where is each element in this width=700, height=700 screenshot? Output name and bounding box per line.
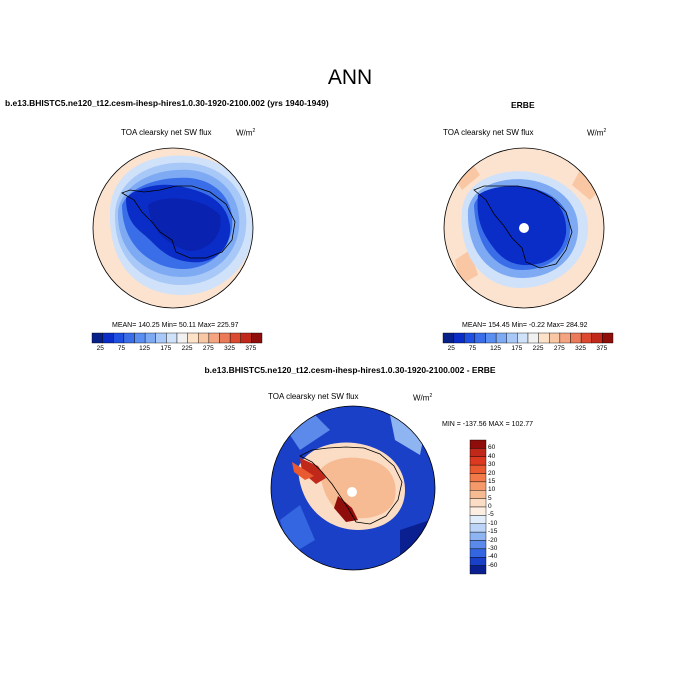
- colorbar-swatch: [453, 332, 465, 344]
- colorbar-tick-label: 325: [224, 345, 235, 352]
- colorbar-swatch: [469, 540, 487, 550]
- colorbar-swatch: [155, 332, 167, 344]
- colorbar-tick-label: -30: [488, 544, 498, 552]
- colorbar-tick-label: -5: [488, 511, 494, 519]
- colorbar-swatch: [469, 490, 487, 499]
- colorbar-swatch: [469, 565, 487, 575]
- diff-variable-label: TOA clearsky net SW flux: [268, 392, 359, 401]
- colorbar-swatch: [113, 332, 125, 344]
- colorbar-tick-label: 375: [245, 345, 257, 352]
- colorbar-swatch: [469, 557, 487, 566]
- colorbar-swatch: [469, 473, 487, 483]
- colorbar-swatch: [506, 332, 518, 344]
- diff-units-label: W/m2: [413, 393, 433, 403]
- colorbar-swatch: [208, 332, 220, 344]
- colorbar-swatch: [469, 448, 487, 457]
- colorbar-tick-label: 325: [575, 345, 586, 352]
- colorbar-tick-label: -10: [488, 519, 498, 527]
- colorbar-tick-label: 40: [488, 452, 496, 460]
- colorbar-tick-label: 125: [139, 345, 150, 352]
- colorbar-tick-label: 275: [553, 345, 565, 352]
- colorbar-tick-label: 275: [202, 345, 214, 352]
- obs-colorbar-ticks: 25 75 125 175 225 275 325 375: [443, 345, 613, 355]
- colorbar-swatch: [469, 498, 487, 508]
- colorbar-swatch: [517, 332, 529, 344]
- difference-panel-title: b.e13.BHISTC5.ne120_t12.cesm-ihesp-hires…: [204, 365, 496, 375]
- colorbar-swatch: [251, 332, 263, 344]
- colorbar-swatch: [229, 332, 241, 344]
- colorbar-tick-label: 20: [488, 469, 496, 477]
- colorbar-swatch: [198, 332, 210, 344]
- model-colorbar: [91, 332, 263, 344]
- colorbar-swatch: [123, 332, 135, 344]
- model-panel-title: b.e13.BHISTC5.ne120_t12.cesm-ihesp-hires…: [5, 98, 329, 108]
- colorbar-tick-label: -60: [488, 561, 498, 569]
- colorbar-tick-label: -20: [488, 536, 498, 544]
- colorbar-tick-label: 225: [532, 345, 544, 352]
- obs-stats: MEAN= 154.45 Min= -0.22 Max= 284.92: [462, 322, 588, 329]
- colorbar-swatch: [527, 332, 539, 344]
- colorbar-swatch: [474, 332, 486, 344]
- colorbar-tick-label: 30: [488, 461, 496, 469]
- colorbar-swatch: [559, 332, 571, 344]
- colorbar-tick-label: 375: [596, 345, 608, 352]
- colorbar-tick-label: 125: [490, 345, 501, 352]
- diff-colorbar-ticks: 60 40 30 20 15 10 5 0 -5 -10 -15 -20 -30 -40 -60: [488, 440, 518, 574]
- colorbar-swatch: [134, 332, 146, 344]
- colorbar-tick-label: 225: [181, 345, 193, 352]
- obs-panel-title: ERBE: [511, 100, 535, 110]
- colorbar-tick-label: 25: [96, 345, 104, 352]
- colorbar-swatch: [580, 332, 592, 344]
- colorbar-swatch: [469, 481, 487, 491]
- obs-colorbar: [442, 332, 614, 344]
- colorbar-swatch: [485, 332, 497, 344]
- colorbar-swatch: [176, 332, 188, 344]
- colorbar-tick-label: 10: [488, 486, 496, 494]
- colorbar-swatch: [570, 332, 582, 344]
- obs-units-label: W/m2: [587, 128, 607, 138]
- colorbar-swatch: [591, 332, 603, 344]
- colorbar-swatch: [469, 439, 487, 449]
- colorbar-swatch: [166, 332, 178, 344]
- model-colorbar-ticks: 25 75 125 175 225 275 325 375: [92, 345, 262, 355]
- diff-colorbar: [469, 439, 487, 575]
- season-title: ANN: [327, 66, 373, 89]
- colorbar-swatch: [187, 332, 199, 344]
- colorbar-swatch: [464, 332, 476, 344]
- colorbar-swatch: [469, 548, 487, 558]
- model-variable-label: TOA clearsky net SW flux: [121, 128, 212, 137]
- colorbar-swatch: [469, 456, 487, 466]
- colorbar-tick-label: 60: [488, 444, 496, 452]
- colorbar-swatch: [469, 515, 487, 524]
- obs-variable-label: TOA clearsky net SW flux: [443, 128, 534, 137]
- diff-stats: MIN = -137.56 MAX = 102.77: [442, 421, 534, 428]
- colorbar-swatch: [240, 332, 252, 344]
- colorbar-tick-label: 175: [160, 345, 172, 352]
- colorbar-swatch: [442, 332, 454, 344]
- colorbar-swatch: [549, 332, 561, 344]
- colorbar-swatch: [602, 332, 614, 344]
- colorbar-swatch: [144, 332, 156, 344]
- colorbar-tick-label: -40: [488, 553, 498, 561]
- colorbar-tick-label: 175: [511, 345, 523, 352]
- colorbar-swatch: [495, 332, 507, 344]
- colorbar-swatch: [469, 464, 487, 474]
- colorbar-swatch: [538, 332, 550, 344]
- colorbar-tick-label: 15: [488, 477, 496, 485]
- model-units-label: W/m2: [236, 128, 256, 138]
- colorbar-tick-label: 75: [468, 345, 477, 352]
- colorbar-tick-label: 5: [488, 494, 492, 502]
- model-stats: MEAN= 140.25 Min= 50.11 Max= 225.97: [112, 322, 239, 329]
- colorbar-tick-label: -15: [488, 528, 498, 536]
- colorbar-swatch: [102, 332, 114, 344]
- colorbar-tick-label: 0: [488, 503, 492, 510]
- colorbar-tick-label: 25: [447, 345, 455, 352]
- colorbar-tick-label: 75: [117, 345, 126, 352]
- colorbar-swatch: [91, 332, 103, 344]
- colorbar-swatch: [469, 531, 487, 541]
- colorbar-swatch: [219, 332, 231, 344]
- colorbar-swatch: [469, 506, 487, 516]
- colorbar-swatch: [469, 523, 487, 533]
